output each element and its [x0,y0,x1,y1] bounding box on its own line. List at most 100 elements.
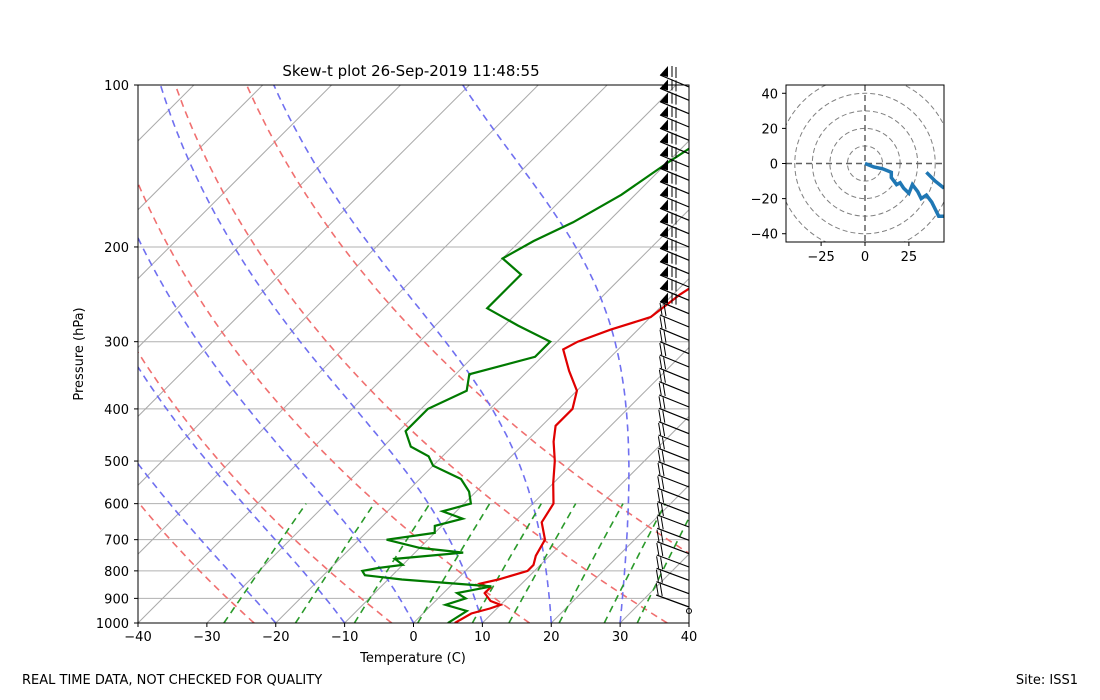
x-tick-label: 30 [612,630,629,645]
barb-feather [658,382,662,396]
dry-adiabat [138,350,393,623]
barb-feather [662,397,666,410]
barb-flag [660,132,668,144]
barb-feather [659,302,663,316]
barb-staff [659,221,690,235]
x-axis-ticks: −40 −30 −20 −10 0 10 20 30 40 [124,623,697,645]
barb-staff [659,101,690,115]
barb-flag [660,186,668,197]
barb-staff [659,301,690,315]
wind-barb [655,569,690,595]
barb-feather [659,356,663,369]
calm-wind-circle [686,608,692,614]
barb-flag [660,159,668,171]
barb-staff [659,287,690,301]
wind-barb [659,79,690,101]
barb-feather [663,303,667,317]
wind-barb [659,226,690,248]
wind-barb [659,146,690,168]
barb-flag [660,266,668,277]
moist-adiabat [273,85,553,623]
barb-staff [659,341,690,355]
barb-feather [658,409,662,422]
dewpoint-profile [360,147,689,623]
wind-barb [659,342,690,368]
wind-barb [656,529,690,555]
isotherm-line [550,484,689,623]
barb-feather [661,490,665,503]
wind-barb [659,106,690,128]
wind-barb [659,292,690,315]
isotherm-line [619,553,689,623]
wind-barb [659,92,690,115]
wind-barb [659,316,690,341]
isotherm-line [138,85,677,623]
barb-feather [660,517,664,530]
barb-feather [657,476,661,489]
wind-barb [656,516,690,541]
barb-staff [659,314,690,328]
barb-feather [662,383,666,397]
barb-staff [656,541,690,555]
barb-staff [659,154,690,168]
barb-staff [659,327,690,341]
y-tick-label: 800 [104,565,129,580]
wind-barb [655,582,690,608]
barb-staff [657,487,690,501]
hodograph-lines [864,161,944,218]
barb-staff [655,594,690,608]
wind-barb [659,132,690,155]
hodograph-x-tick-label: −25 [807,250,834,265]
barb-feather [661,477,665,490]
barb-feather [660,503,664,517]
hodograph-trace [925,171,944,190]
wind-barb [659,186,690,208]
barb-feather [658,422,662,436]
barb-staff [658,421,690,435]
mixing-ratio-line [417,503,491,623]
barb-feather [657,462,661,476]
mixing-ratio-line [508,503,577,623]
barb-feather [662,410,666,423]
barb-feather [659,329,663,342]
isotherm-line [344,277,689,623]
barb-flag [660,226,668,237]
wind-barb [659,199,690,221]
x-tick-label: 20 [543,630,560,645]
wind-barb [659,66,690,88]
barb-flag [660,92,668,104]
moist-adiabat [138,365,346,623]
wind-barb [659,159,690,181]
y-tick-label: 700 [104,534,129,549]
wind-barb [656,502,690,528]
barb-feather [662,370,666,383]
wind-barb [659,252,690,275]
barb-feather [655,582,659,596]
hodograph-ticks: −25 0 25 40 20 0 −20 −40 [751,87,918,265]
barb-feather [661,463,665,477]
barb-flag [660,279,668,291]
wind-barb [659,212,690,235]
isotherm-line [138,85,539,486]
barb-staff [659,274,690,288]
wind-barb [659,356,690,381]
y-tick-label: 300 [104,336,129,351]
x-tick-label: −20 [262,630,289,645]
x-axis-label: Temperature (C) [359,651,466,666]
mixing-ratio-line [353,503,431,623]
skewt-curves [360,147,689,623]
x-tick-label: −30 [193,630,220,645]
barb-staff [659,247,690,261]
barb-feather [656,529,660,542]
barb-flag [660,172,668,184]
barb-feather [662,423,666,437]
barb-staff [659,367,690,381]
isotherm-line [138,85,401,349]
wind-barb [657,476,690,501]
hodograph-x-tick-label: 0 [861,250,869,265]
hodograph-y-tick-label: 40 [761,87,778,102]
mixing-ratio-line [603,503,667,623]
wind-barb [659,119,690,141]
barb-flag [660,66,668,77]
